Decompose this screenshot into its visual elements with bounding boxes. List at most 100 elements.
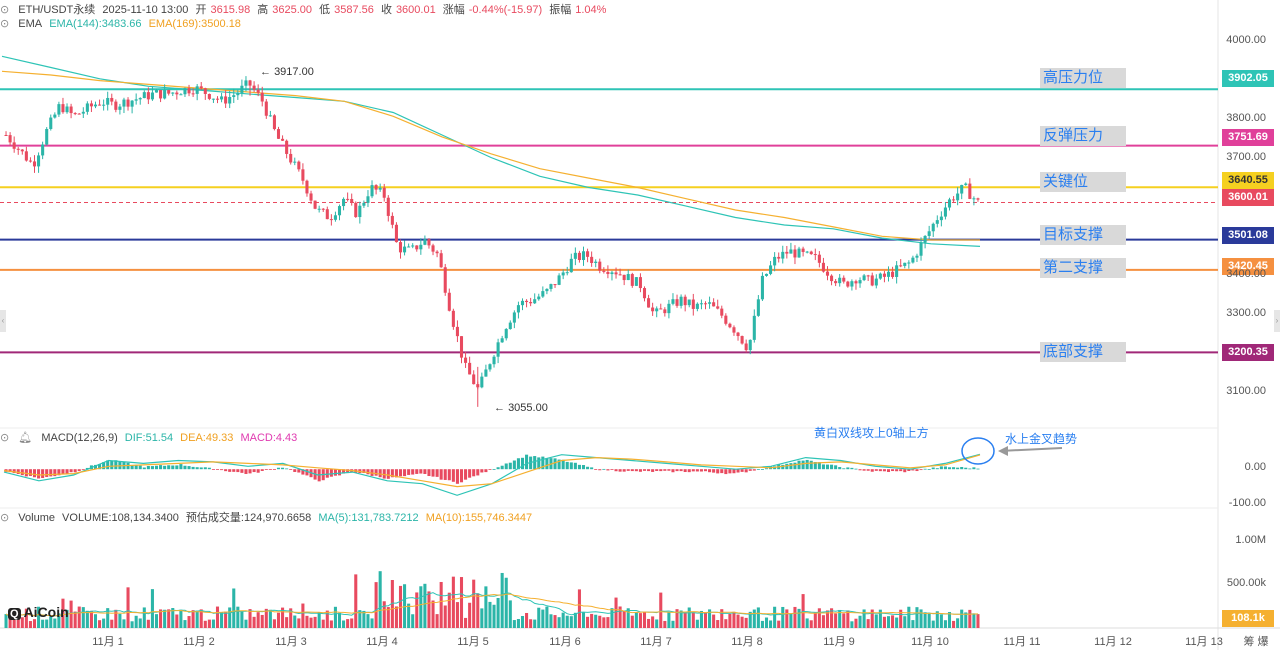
macd-histogram-bar [431,469,435,477]
volume-bar [224,611,228,628]
candle-body [118,106,122,110]
volume-bar [626,608,630,628]
volume-bar [329,620,333,628]
macd-histogram-bar [642,469,647,471]
candle-body [895,265,899,277]
candle-body [423,239,427,245]
volume-bar [472,579,476,628]
settings-icon[interactable]: ⊙ [0,512,10,524]
volume-bar [297,618,301,628]
change-value: -0.44%(-15.97) [468,4,543,16]
volume-bar [919,609,923,628]
macd-histogram-bar [224,469,228,472]
volume-bar [289,608,293,628]
cross-annotation: 水上金叉趋势 [1005,432,1078,446]
candle-body [516,305,520,313]
macd-histogram-bar [659,469,663,472]
macd-histogram-bar [159,465,163,470]
bell-icon[interactable]: 🔔︎ [18,432,33,444]
right-collapse-handle[interactable]: › [1274,310,1280,332]
candle-body [764,273,769,276]
volume-bar [537,607,541,628]
macd-histogram-bar [427,469,431,477]
macd-histogram-bar [61,469,65,475]
macd-histogram-bar [541,456,545,470]
candle-body [232,95,236,97]
macd-histogram-bar [260,469,264,471]
volume-bar [740,616,744,628]
volume-bar [20,617,24,628]
settings-icon[interactable]: ⊙ [0,432,10,444]
macd-histogram-bar [57,469,61,476]
macd-histogram-bar [8,469,12,473]
macd-histogram-bar [167,465,171,470]
candle-body [32,161,37,167]
volume-bar [602,617,606,628]
volume-bar [956,618,960,628]
volume-bar [191,610,195,628]
volume-bar [569,616,573,628]
settings-icon[interactable]: ⊙ [0,18,10,30]
macd-histogram-bar [394,469,398,478]
date-label: 11月 8 [731,636,763,648]
candle-body [362,202,366,206]
candle-body [496,342,500,357]
settings-icon[interactable]: ⊙ [0,4,10,16]
macd-histogram-bar [760,469,764,470]
volume-bar [142,607,146,628]
candle-body [16,148,20,150]
volume-bar [199,609,203,628]
volume-bar [451,576,455,628]
candle-body [354,202,358,218]
volume-axis-label: 500.00k [1226,577,1266,589]
macd-histogram-bar [276,467,281,470]
annotation-arrowhead [998,446,1008,456]
macd-histogram-bar [146,465,150,470]
macd-histogram-bar [73,469,77,473]
candle-body [268,115,272,117]
candle-body [504,329,508,339]
volume-bar [882,616,886,628]
candle-body [293,161,297,163]
candle-body [590,256,594,263]
macd-histogram-bar [830,464,834,470]
volume-bar [972,614,976,628]
macd-histogram-bar [447,469,451,481]
volume-bar [874,614,878,628]
macd-histogram-bar [907,469,911,472]
volume-bar [366,614,370,628]
candle-body [472,374,476,385]
volume-bar [207,619,211,628]
candle-body [886,271,891,277]
macd-histogram-bar [220,469,224,471]
volume-bar [846,610,850,628]
candle-body [374,185,378,190]
macd-histogram-bar [93,464,98,470]
volume-bar [647,618,651,628]
macd-histogram-bar [952,467,956,470]
volume-bar [211,619,215,628]
volume-bar [964,612,968,628]
candle-body [4,135,8,136]
candle-body [919,242,923,256]
volume-bar [760,620,764,628]
volume-bar [333,606,337,628]
change-label: 涨幅 [442,4,465,16]
macd-histogram-bar [520,457,525,470]
macd-histogram-bar [411,469,415,475]
left-collapse-handle[interactable]: ‹ [0,310,6,332]
candle-body [581,251,586,261]
candle-body [854,281,858,284]
bottom-right-tools[interactable]: 筹 爆 [1243,636,1269,648]
candle-body [508,322,512,330]
macd-histogram-bar [866,469,870,471]
candle-body [598,261,602,271]
macd-histogram-bar [586,466,590,470]
volume-bar [134,615,138,628]
price-axis-label: 3700.00 [1226,151,1266,163]
volume-bar [285,617,289,628]
candle-body [281,138,285,141]
candle-body [931,223,935,232]
